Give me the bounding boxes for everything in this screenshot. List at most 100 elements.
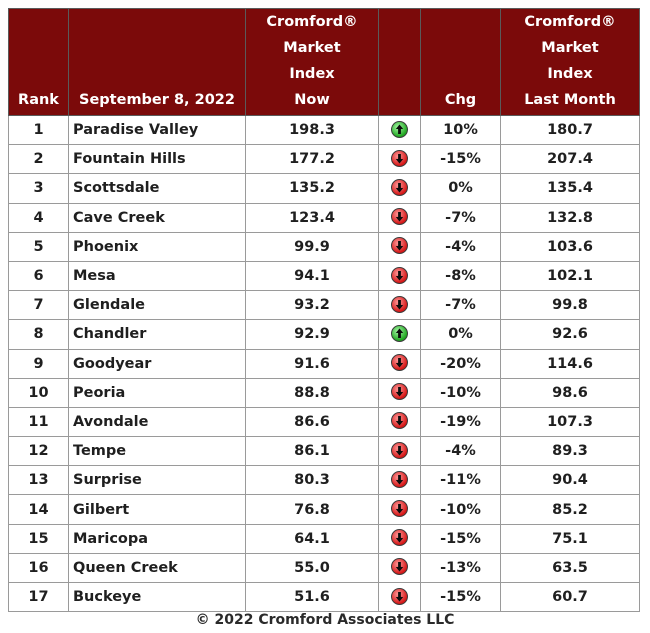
direction-cell [378,231,421,262]
direction-cell [378,114,421,146]
city-cell: Cave Creek [68,202,246,233]
rank-cell: 12 [8,436,69,467]
change-cell: 0% [420,173,501,204]
change-cell: -4% [420,231,501,262]
city-cell: Queen Creek [68,552,246,584]
index-last-month-cell: 107.3 [500,406,640,438]
change-cell: -7% [420,202,501,233]
direction-cell [378,523,421,554]
index-now-cell: 198.3 [245,114,379,146]
down-arrow-icon [391,208,408,226]
index-last-month-cell: 99.8 [500,290,640,321]
direction-cell [378,348,421,379]
rank-cell: 6 [8,260,69,292]
city-cell: Paradise Valley [68,114,246,146]
table-row: 9 Goodyear 91.6 -20% 114.6 [8,348,640,379]
change-cell: -4% [420,436,501,467]
index-last-month-cell: 75.1 [500,523,640,554]
header-cmi-now-line-3: Index [289,66,335,82]
down-arrow-icon [391,295,408,313]
table-row: 14 Gilbert 76.8 -10% 85.2 [8,494,640,525]
down-arrow-icon [391,354,408,372]
index-now-cell: 80.3 [245,465,379,496]
index-now-cell: 55.0 [245,552,379,584]
up-arrow-icon [391,324,408,342]
rank-cell: 4 [8,202,69,233]
index-now-cell: 86.1 [245,436,379,467]
rank-cell: 10 [8,377,69,408]
header-cmi-last-month: Cromford® Market Index Last Month [500,8,640,116]
index-last-month-cell: 207.4 [500,144,640,175]
down-arrow-icon [391,149,408,167]
city-cell: Chandler [68,319,246,350]
change-cell: -10% [420,377,501,408]
index-now-cell: 64.1 [245,523,379,554]
header-date: September 8, 2022 [68,8,246,116]
rank-cell: 16 [8,552,69,584]
rank-cell: 17 [8,581,69,613]
index-now-cell: 93.2 [245,290,379,321]
table-row: 8 Chandler 92.9 0% 92.6 [8,319,640,350]
rank-cell: 8 [8,319,69,350]
down-arrow-icon [391,237,408,255]
rank-cell: 5 [8,231,69,262]
index-last-month-cell: 60.7 [500,581,640,613]
index-last-month-cell: 180.7 [500,114,640,146]
header-cmi-last-line-4: Last Month [524,92,616,108]
table-row: 11 Avondale 86.6 -19% 107.3 [8,406,640,438]
city-cell: Goodyear [68,348,246,379]
direction-cell [378,436,421,467]
city-cell: Avondale [68,406,246,438]
direction-cell [378,173,421,204]
index-last-month-cell: 135.4 [500,173,640,204]
direction-cell [378,494,421,525]
rank-cell: 14 [8,494,69,525]
city-cell: Glendale [68,290,246,321]
direction-cell [378,260,421,292]
change-cell: -20% [420,348,501,379]
index-now-cell: 123.4 [245,202,379,233]
up-arrow-icon [391,120,408,138]
index-last-month-cell: 114.6 [500,348,640,379]
change-cell: 10% [420,114,501,146]
down-arrow-icon [391,470,408,488]
index-last-month-cell: 90.4 [500,465,640,496]
city-cell: Fountain Hills [68,144,246,175]
copyright-footer: © 2022 Cromford Associates LLC [195,612,455,628]
rank-cell: 2 [8,144,69,175]
city-cell: Mesa [68,260,246,292]
down-arrow-icon [391,441,408,459]
table-row: 1 Paradise Valley 198.3 10% 180.7 [8,114,640,146]
header-cmi-last-line-2: Market [541,40,599,56]
rank-cell: 7 [8,290,69,321]
down-arrow-icon [391,412,408,430]
index-last-month-cell: 103.6 [500,231,640,262]
index-now-cell: 91.6 [245,348,379,379]
header-change: Chg [420,8,501,116]
city-cell: Maricopa [68,523,246,554]
index-last-month-cell: 102.1 [500,260,640,292]
table-row: 15 Maricopa 64.1 -15% 75.1 [8,523,640,554]
index-last-month-cell: 92.6 [500,319,640,350]
rank-cell: 9 [8,348,69,379]
down-arrow-icon [391,558,408,576]
change-cell: -13% [420,552,501,584]
index-now-cell: 135.2 [245,173,379,204]
index-last-month-cell: 89.3 [500,436,640,467]
city-cell: Phoenix [68,231,246,262]
index-now-cell: 88.8 [245,377,379,408]
city-cell: Buckeye [68,581,246,613]
index-now-cell: 92.9 [245,319,379,350]
down-arrow-icon [391,500,408,518]
down-arrow-icon [391,266,408,284]
table-row: 12 Tempe 86.1 -4% 89.3 [8,436,640,467]
change-cell: -15% [420,144,501,175]
down-arrow-icon [391,178,408,196]
index-now-cell: 94.1 [245,260,379,292]
index-last-month-cell: 98.6 [500,377,640,408]
table-row: 6 Mesa 94.1 -8% 102.1 [8,260,640,292]
header-rank: Rank [8,8,69,116]
table-row: 10 Peoria 88.8 -10% 98.6 [8,377,640,408]
direction-cell [378,406,421,438]
index-now-cell: 76.8 [245,494,379,525]
